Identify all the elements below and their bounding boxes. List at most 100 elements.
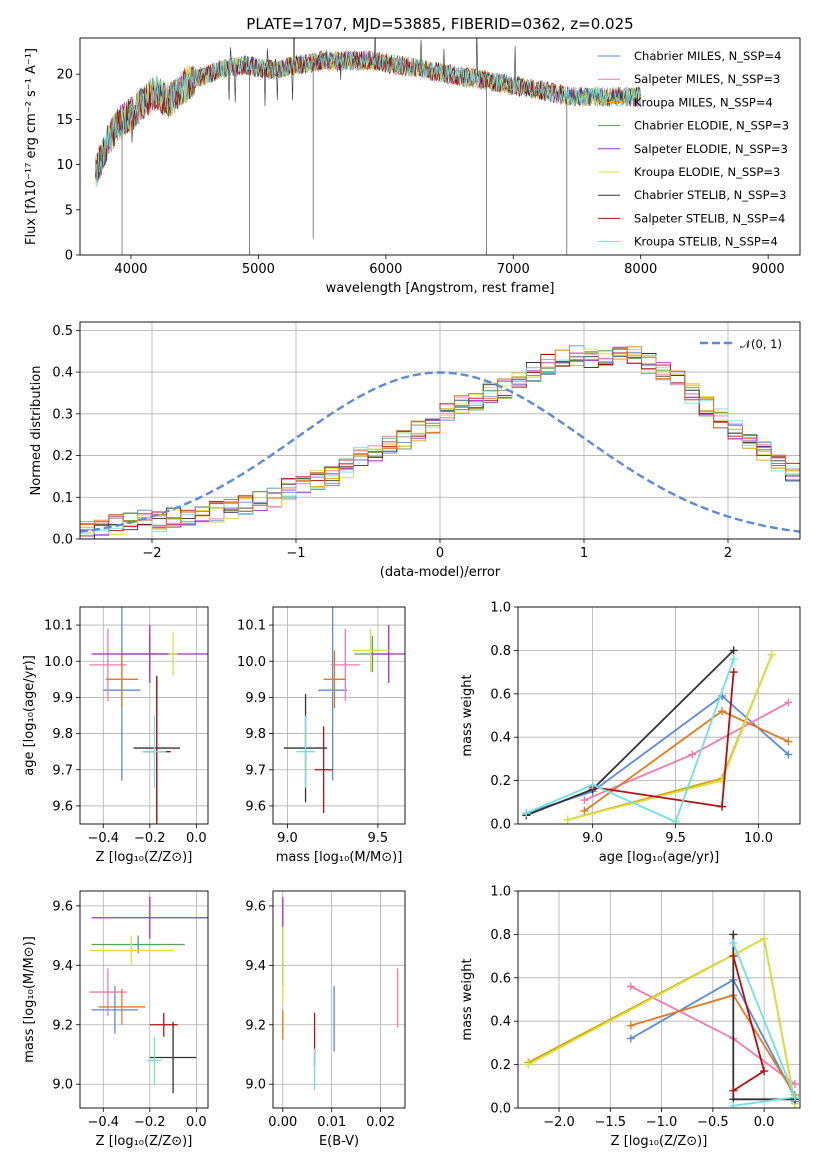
series-marker xyxy=(729,952,738,961)
x-axis-label: Z [log₁₀(Z/Z⊙)] xyxy=(611,1134,708,1149)
series-marker xyxy=(524,1060,533,1069)
x-tick-label: 0 xyxy=(436,546,444,561)
y-tick-label: 15 xyxy=(56,113,73,128)
axes-frame xyxy=(272,606,406,825)
series-marker xyxy=(729,668,738,677)
x-tick-label: −0.2 xyxy=(134,1115,166,1130)
panel-7: −2.0 −1.5 −1.0 −0.5 0.0 0.0 0.2 0.4 0.6 0.8 1.0 Z [… xyxy=(460,885,801,1149)
series-marker xyxy=(760,934,769,943)
y-tick-label: 0.4 xyxy=(52,366,73,381)
y-tick-label: 0.0 xyxy=(490,818,511,833)
y-tick-label: 20 xyxy=(56,68,73,83)
series-marker xyxy=(626,982,635,991)
series-line xyxy=(732,955,766,1092)
y-tick-label: 0.0 xyxy=(490,1102,511,1117)
y-tick-label: 10.0 xyxy=(237,655,266,670)
x-axis-label: Z [log₁₀(Z/Z⊙)] xyxy=(96,850,193,865)
axes-frame xyxy=(79,321,801,540)
series-marker xyxy=(767,650,776,659)
x-tick-label: 2 xyxy=(724,546,732,561)
y-tick-label: 9.6 xyxy=(52,799,73,814)
y-tick-label: 9.6 xyxy=(245,799,266,814)
axes-frame xyxy=(517,890,801,1109)
axes-frame xyxy=(272,890,406,1109)
y-tick-label: 5 xyxy=(65,203,73,218)
series-marker xyxy=(522,809,531,818)
x-tick-label: −0.4 xyxy=(87,1115,119,1130)
plot-area xyxy=(80,345,800,539)
axes-frame xyxy=(79,37,801,256)
y-tick-label: 0.2 xyxy=(490,1058,511,1073)
panel-0: 4000 5000 6000 7000 8000 9000 0 5 10 15 20 waveleng… xyxy=(24,15,801,296)
y-tick-label: 9.4 xyxy=(245,959,266,974)
spectrum-line xyxy=(95,50,641,186)
y-tick-label: 0.4 xyxy=(490,731,511,746)
panel-2: −0.4 −0.2 0.0 9.6 9.7 9.8 9.9 10.0 10.1 Z [log₁₀(… xyxy=(22,606,209,865)
x-tick-label: 5000 xyxy=(242,262,275,277)
y-tick-label: 9.4 xyxy=(52,959,73,974)
spectrum-line xyxy=(95,50,641,183)
y-tick-label: 0.4 xyxy=(490,1015,511,1030)
series-marker xyxy=(718,707,727,716)
series-marker xyxy=(784,737,793,746)
x-tick-label: −2.0 xyxy=(543,1115,575,1130)
series-marker xyxy=(688,750,697,759)
series-marker xyxy=(790,1093,799,1102)
x-axis-label: wavelength [Angstrom, rest frame] xyxy=(326,281,555,296)
x-tick-label: 0.00 xyxy=(268,1115,297,1130)
y-tick-label: 9.6 xyxy=(245,899,266,914)
plot-area xyxy=(282,896,399,1091)
x-tick-label: 0.02 xyxy=(366,1115,395,1130)
y-axis-label: Normed distribution xyxy=(29,366,44,496)
y-axis-label: age [log₁₀(age/yr)] xyxy=(22,655,37,776)
x-tick-label: 9.5 xyxy=(665,831,686,846)
y-tick-label: 9.7 xyxy=(52,763,73,778)
legend-label: 𝒩(0, 1) xyxy=(740,337,782,351)
legend-label: Chabrier MILES, N_SSP=4 xyxy=(634,49,781,63)
legend-label: Salpeter STELIB, N_SSP=4 xyxy=(634,211,785,225)
series-marker xyxy=(580,806,589,815)
y-axis-label: mass weight xyxy=(460,674,475,756)
y-tick-label: 9.6 xyxy=(52,899,73,914)
spectrum-line xyxy=(95,50,641,181)
y-tick-label: 1.0 xyxy=(490,885,511,900)
legend-label: Salpeter ELODIE, N_SSP=3 xyxy=(634,142,788,156)
y-tick-label: 0.1 xyxy=(52,491,73,506)
series-marker xyxy=(729,930,738,939)
x-tick-label: −0.5 xyxy=(697,1115,729,1130)
legend-label: Chabrier ELODIE, N_SSP=3 xyxy=(634,119,789,133)
x-tick-label: −2 xyxy=(142,546,161,561)
axes-frame xyxy=(517,606,801,825)
x-tick-label: −0.2 xyxy=(134,831,166,846)
y-tick-label: 0.2 xyxy=(490,774,511,789)
series-marker xyxy=(729,646,738,655)
y-tick-label: 0.3 xyxy=(52,407,73,422)
y-tick-label: 9.0 xyxy=(52,1078,73,1093)
y-axis-label: mass weight xyxy=(460,958,475,1040)
y-tick-label: 9.7 xyxy=(245,763,266,778)
series-marker xyxy=(588,780,597,789)
y-tick-label: 10.0 xyxy=(44,655,73,670)
spectrum-line xyxy=(95,50,641,181)
plot-area xyxy=(524,930,799,1108)
y-tick-label: 9.8 xyxy=(52,727,73,742)
spectrum-line xyxy=(95,49,641,184)
y-tick-label: 9.9 xyxy=(52,691,73,706)
series-marker xyxy=(626,1034,635,1043)
y-tick-label: 10.1 xyxy=(237,619,266,634)
y-tick-label: 0.8 xyxy=(490,928,511,943)
x-axis-label: mass [log₁₀(M/M⊙)] xyxy=(276,850,403,865)
series-marker xyxy=(580,796,589,805)
plot-area xyxy=(283,607,405,814)
series-marker xyxy=(760,1067,769,1076)
panel-5: −0.4 −0.2 0.0 9.0 9.2 9.4 9.6 Z [log₁₀(Z/Z⊙)] ma… xyxy=(22,890,209,1149)
series-marker xyxy=(784,750,793,759)
y-tick-label: 9.8 xyxy=(245,727,266,742)
series-line xyxy=(525,658,735,824)
x-tick-label: 0.0 xyxy=(186,831,207,846)
x-axis-label: (data-model)/error xyxy=(380,565,501,580)
x-tick-label: 9.0 xyxy=(277,831,298,846)
series-marker xyxy=(729,1101,738,1108)
histogram-step xyxy=(80,347,800,539)
